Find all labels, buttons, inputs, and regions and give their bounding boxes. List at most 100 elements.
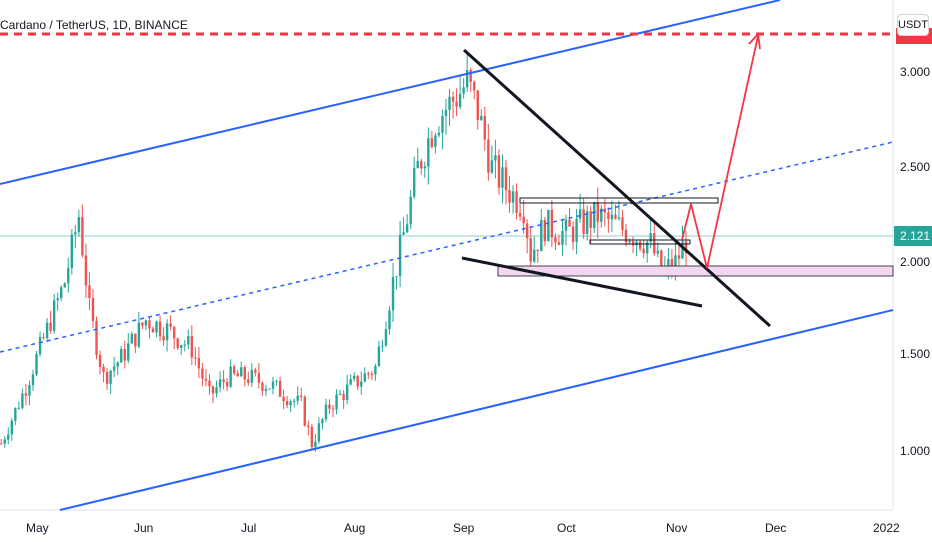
candle-body [518,212,522,217]
candle-body [300,395,303,398]
candle-body [292,400,296,402]
x-tick-label: Dec [765,521,786,535]
candle-body [197,358,201,369]
candle-body [547,209,550,242]
candle-body [494,155,497,161]
candle-body [225,381,229,387]
candle-body [285,401,289,406]
candle-body [296,395,299,401]
y-tick-label: 1.000 [900,444,930,458]
candle-body [434,135,437,147]
candle-body [614,214,617,219]
candle-body [501,167,504,188]
candle-body [77,217,81,233]
x-tick-label: 2022 [873,521,900,535]
wedge-lower-line [461,256,703,308]
candle-body [529,238,532,262]
x-tick-label: Jun [134,521,153,535]
candle-body [310,427,314,448]
candle-body [127,343,130,361]
candle-body [497,155,501,188]
candle-body [123,348,126,361]
candle-body [88,285,91,299]
candle-body [656,250,659,254]
candle-body [473,81,476,91]
channel-middle-line [0,141,894,353]
candle-body [349,379,352,385]
candle-body [543,220,547,242]
candle-body [229,366,232,387]
candle-body [60,287,63,299]
candle-body [180,345,183,348]
candle-body [201,368,204,379]
candle-body [568,219,571,227]
candle-body [628,241,631,243]
currency-button[interactable]: USDT [897,14,929,36]
candle-body [617,217,621,219]
x-tick-label: Aug [344,521,365,535]
candle-body [194,357,197,359]
candle-body [653,233,656,254]
candle-body [416,161,419,169]
candle-body [511,191,515,203]
candle-body [222,379,225,382]
candle-body [427,138,430,167]
candle-body [465,69,469,88]
candle-body [56,298,59,301]
candle-body [677,255,681,259]
candle-body [275,380,278,382]
candle-body [120,348,123,363]
candle-body [116,362,119,367]
candle-body [674,255,677,270]
y-tick-label: 1.500 [900,347,930,361]
candle-body [151,328,155,333]
candle-body [52,300,56,331]
candle-body [593,202,596,228]
candle-body [353,375,356,380]
candle-body [388,310,391,330]
candle-body [165,323,169,341]
candle-body [84,255,88,286]
candle-body [130,333,134,344]
candle-body [391,277,395,311]
candle-body [331,408,335,410]
candle-body [314,441,317,448]
candle-body [430,138,434,147]
candles-group [0,54,688,452]
candle-body [582,209,585,235]
candle-body [91,298,95,321]
candle-body [444,109,448,117]
candle-body [398,234,402,277]
candle-body [335,394,338,410]
candle-body [589,211,592,228]
channel-lower-line [59,309,894,511]
candle-body [109,370,112,384]
candle-body [525,223,529,239]
x-tick-label: Nov [666,521,687,535]
x-tick-label: May [26,521,49,535]
candle-body [328,404,331,409]
candle-body [169,323,172,327]
candle-body [413,168,416,197]
candle-body [420,161,423,169]
resistance-box-upper [519,197,719,204]
candle-body [585,211,589,235]
candle-body [215,387,218,394]
candle-body [183,344,186,346]
candle-body [423,166,426,169]
candle-body [250,369,254,383]
candle-body [578,209,582,219]
candle-body [0,443,3,445]
candle-body [38,337,42,355]
candle-body [635,241,638,246]
candle-body [31,374,35,386]
candle-body [155,321,158,333]
candle-body [342,393,345,401]
candle-body [257,372,261,383]
candle-body [35,354,38,375]
candle-body [211,386,215,394]
candle-body [218,379,222,388]
candle-body [42,337,45,339]
candle-body [208,380,211,387]
